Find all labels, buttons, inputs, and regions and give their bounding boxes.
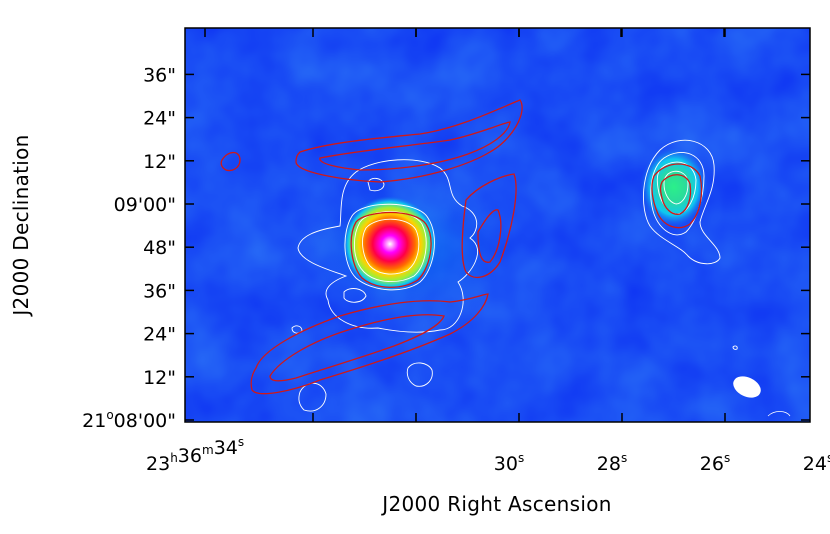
white-contour-2 bbox=[344, 203, 435, 291]
white-contour-outer bbox=[297, 159, 479, 333]
y-tick-label: 12" bbox=[143, 367, 176, 389]
white-contour-small-4 bbox=[298, 382, 327, 412]
beam-contour bbox=[767, 411, 791, 417]
y-tick-label: 21o08'00" bbox=[82, 408, 176, 432]
y-tick-label: 36" bbox=[143, 64, 176, 86]
red-contour-north-outer bbox=[295, 99, 523, 183]
white-contour-small-5 bbox=[406, 362, 433, 387]
white-contour-east-outer bbox=[642, 139, 721, 265]
beam-ellipse bbox=[733, 376, 761, 398]
red-contour-east-outer bbox=[651, 163, 703, 229]
x-tick-label: 28s bbox=[597, 451, 627, 475]
red-contour-south-inner bbox=[269, 314, 445, 382]
y-axis-title: J2000 Declination bbox=[9, 134, 33, 317]
x-tick-label: 24s bbox=[803, 451, 830, 475]
y-tick-labels: 21o08'00" 12" 24" 36" 48" 09'00" 12" 24" 36" bbox=[82, 64, 176, 432]
y-tick-label: 48" bbox=[143, 237, 176, 259]
y-tick-label: 24" bbox=[143, 324, 176, 346]
heatmap-image bbox=[185, 28, 810, 422]
red-contour-south-outer bbox=[250, 293, 489, 395]
x-tick-labels: 23h36m34s 30s 28s 26s 24s bbox=[146, 435, 830, 475]
white-contours bbox=[291, 139, 738, 412]
x-tick-label: 30s bbox=[494, 451, 524, 475]
red-contours bbox=[220, 99, 703, 395]
y-tick-label: 12" bbox=[143, 151, 176, 173]
white-contour-small-2 bbox=[343, 288, 367, 303]
white-contour-4 bbox=[362, 218, 420, 275]
red-contour-north-inner bbox=[319, 121, 511, 171]
x-tick-label: 26s bbox=[700, 451, 730, 475]
white-contour-small-1 bbox=[367, 177, 385, 192]
red-contour-east-inner bbox=[659, 174, 692, 215]
x-axis-title: J2000 Right Ascension bbox=[380, 492, 611, 516]
red-contour-middle-outer bbox=[461, 173, 517, 279]
y-tick-label: 24" bbox=[143, 108, 176, 130]
x-tick-label: 23h36m34s bbox=[146, 435, 244, 475]
main-source bbox=[342, 196, 438, 292]
plot-frame bbox=[184, 27, 811, 423]
white-contour-small-6 bbox=[732, 345, 738, 350]
white-contour-east-2 bbox=[650, 151, 705, 236]
red-contour-middle-inner bbox=[477, 209, 502, 263]
y-tick-label: 36" bbox=[143, 280, 176, 302]
red-contour-west-small bbox=[220, 151, 241, 172]
axis-ticks bbox=[185, 28, 810, 422]
red-contour-main-ring bbox=[350, 211, 432, 288]
y-tick-label: 09'00" bbox=[114, 194, 176, 216]
